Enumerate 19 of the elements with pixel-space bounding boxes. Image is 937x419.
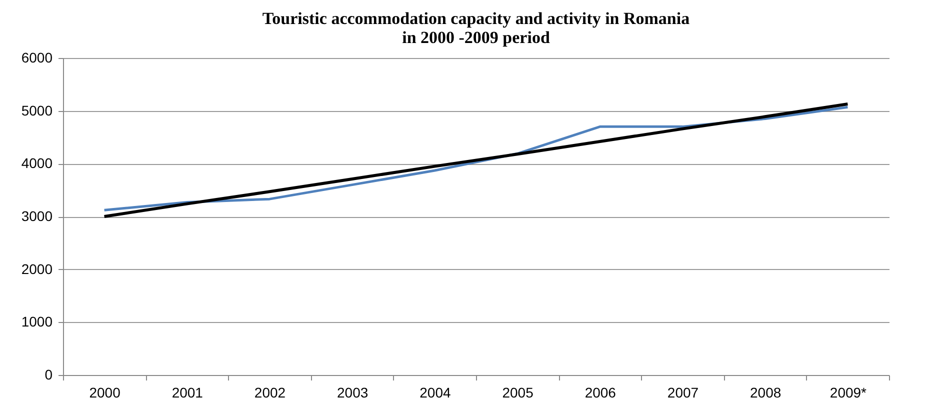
y-tick-label: 1000 — [21, 314, 53, 330]
x-tick-label: 2008 — [750, 384, 782, 400]
y-tick-label: 5000 — [21, 102, 53, 118]
x-tick-label: 2004 — [420, 384, 451, 400]
y-tick-label: 0 — [44, 366, 53, 382]
x-tick-label: 2005 — [502, 384, 534, 400]
x-tick-label: 2001 — [172, 384, 204, 400]
x-tick-label: 2000 — [89, 384, 121, 400]
x-tick-label: 2007 — [667, 384, 699, 400]
text: in 2000 -2009 period — [402, 28, 550, 47]
x-tick-label: 2009* — [830, 384, 868, 400]
y-tick-label: 6000 — [21, 50, 53, 66]
y-tick-label: 4000 — [21, 155, 53, 172]
y-tick-label: 2000 — [21, 260, 53, 277]
x-tick-label: 2006 — [584, 384, 616, 400]
text: Touristic accommodation capacity and activity in Romania — [262, 9, 690, 28]
x-tick-label: 2002 — [254, 384, 286, 400]
y-tick-label: 3000 — [21, 208, 53, 224]
x-tick-label: 2003 — [337, 384, 368, 400]
